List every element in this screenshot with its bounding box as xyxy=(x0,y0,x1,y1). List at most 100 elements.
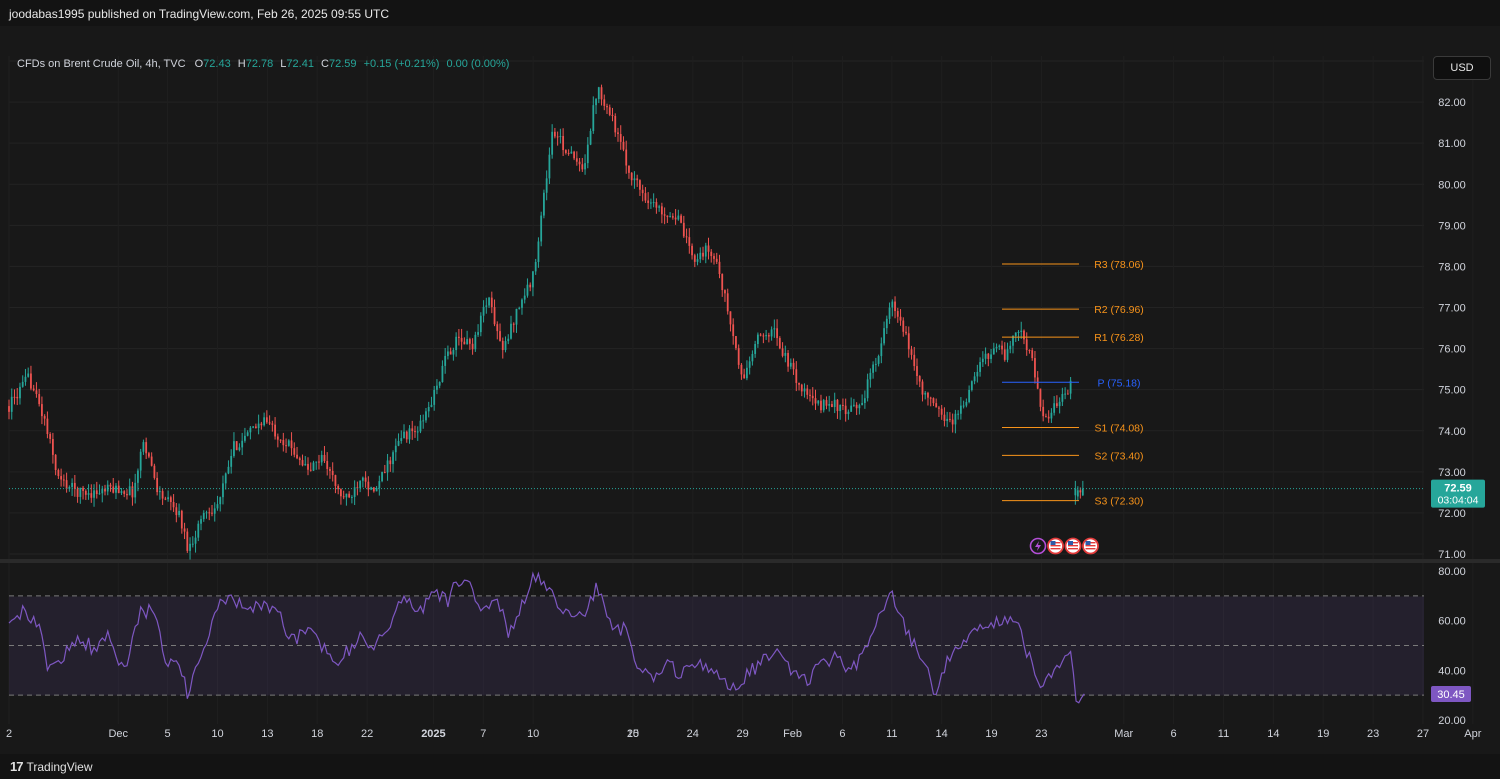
candle-body xyxy=(553,131,556,137)
candle-body xyxy=(507,338,510,342)
candle-body xyxy=(1074,488,1077,496)
candle-body xyxy=(548,154,551,179)
candle-body xyxy=(208,512,211,514)
candle-body xyxy=(38,394,41,405)
candle-body xyxy=(51,438,54,455)
candle-body xyxy=(814,398,817,404)
candle-body xyxy=(101,488,104,494)
candle-body xyxy=(866,379,869,399)
candle-body xyxy=(584,163,586,170)
candle-body xyxy=(990,354,992,359)
time-tick-label: Dec xyxy=(108,728,128,740)
currency-button[interactable]: USD xyxy=(1433,56,1491,80)
candle-body xyxy=(781,348,784,356)
candle-body xyxy=(353,487,356,497)
price-tick-label: 78.00 xyxy=(1438,261,1466,273)
candle-body xyxy=(713,256,715,259)
candle-body xyxy=(992,348,995,355)
candle-body xyxy=(490,297,493,308)
candle-body xyxy=(463,341,466,345)
time-tick-label: 2025 xyxy=(421,728,445,740)
rsi-tick-label: 20.00 xyxy=(1438,715,1466,727)
candle-body xyxy=(318,461,320,463)
time-tick-label: Mar xyxy=(1114,728,1133,740)
candle-body xyxy=(307,463,309,470)
time-tick-label: 10 xyxy=(527,728,539,740)
candle-body xyxy=(499,331,501,341)
candle-body xyxy=(685,236,688,238)
candle-body xyxy=(131,486,134,498)
candle-body xyxy=(372,487,375,492)
candle-body xyxy=(350,496,353,498)
flag-stripe xyxy=(1050,548,1061,550)
candle-body xyxy=(433,389,436,405)
candle-body xyxy=(608,107,611,115)
candle-body xyxy=(748,361,751,368)
candle-body xyxy=(847,411,850,415)
candle-body xyxy=(789,362,792,367)
candle-body xyxy=(293,448,296,455)
candle-body xyxy=(27,373,30,377)
candle-body xyxy=(1053,403,1056,413)
candle-body xyxy=(570,151,573,154)
legend-high-label: H xyxy=(237,58,246,70)
publisher-line: joodabas1995 published on TradingView.co… xyxy=(9,7,390,21)
candle-body xyxy=(998,345,1001,347)
chart-svg[interactable]: R3 (78.06) R2 (76.96) R1 (76.28) P (75.18) S… xyxy=(0,26,1500,754)
candle-body xyxy=(30,373,32,389)
candle-body xyxy=(759,334,762,336)
candle-body xyxy=(754,343,757,354)
bar-countdown: 03:04:04 xyxy=(1438,495,1479,507)
candle-body xyxy=(257,423,260,429)
candle-body xyxy=(803,388,806,392)
candle-body xyxy=(73,482,76,489)
candle-body xyxy=(595,99,597,106)
chart-area[interactable]: R3 (78.06) R2 (76.96) R1 (76.28) P (75.18) S… xyxy=(0,26,1500,754)
candle-body xyxy=(940,408,943,415)
candle-body xyxy=(46,418,49,435)
candle-body xyxy=(869,372,872,380)
candle-body xyxy=(743,374,746,379)
pivot-label-r3: R3 (78.06) xyxy=(1094,259,1144,271)
candle-body xyxy=(976,371,979,377)
candle-body xyxy=(87,493,90,495)
candle-body xyxy=(671,216,674,218)
legend-symbol: CFDs on Brent Crude Oil, 4h, TVC xyxy=(17,58,186,70)
candle-body xyxy=(95,490,98,495)
candle-body xyxy=(1034,358,1036,378)
tradingview-logo[interactable]: 17 TradingView xyxy=(10,759,93,774)
candle-body xyxy=(49,434,52,439)
candle-body xyxy=(836,399,839,412)
candle-body xyxy=(929,397,932,399)
candle-body xyxy=(770,329,773,337)
candle-body xyxy=(861,402,864,406)
candle-body xyxy=(800,384,803,392)
candle-body xyxy=(564,150,567,153)
candle-body xyxy=(290,440,293,449)
candle-body xyxy=(510,323,512,339)
rsi-band xyxy=(9,596,1424,696)
candle-body xyxy=(419,420,422,432)
candle-body xyxy=(600,87,603,100)
candle-body xyxy=(883,328,885,344)
candle-body xyxy=(721,274,724,291)
candle-body xyxy=(10,396,13,412)
flag-canton xyxy=(1068,541,1073,545)
last-price-badge-value: 72.59 xyxy=(1444,483,1472,495)
candle-body xyxy=(153,465,156,478)
candle-body xyxy=(946,418,949,421)
candle-body xyxy=(751,353,754,362)
candle-body xyxy=(784,352,787,356)
candle-body xyxy=(872,364,875,373)
candle-body xyxy=(246,432,249,436)
candle-body xyxy=(1050,412,1053,419)
candle-body xyxy=(567,152,570,154)
candle-body xyxy=(965,402,968,406)
candle-body xyxy=(776,328,778,339)
candle-body xyxy=(586,144,589,164)
candle-body xyxy=(364,477,367,482)
candle-body xyxy=(457,336,460,338)
candle-body xyxy=(767,335,770,337)
candle-body xyxy=(200,519,202,524)
candle-body xyxy=(213,508,216,514)
